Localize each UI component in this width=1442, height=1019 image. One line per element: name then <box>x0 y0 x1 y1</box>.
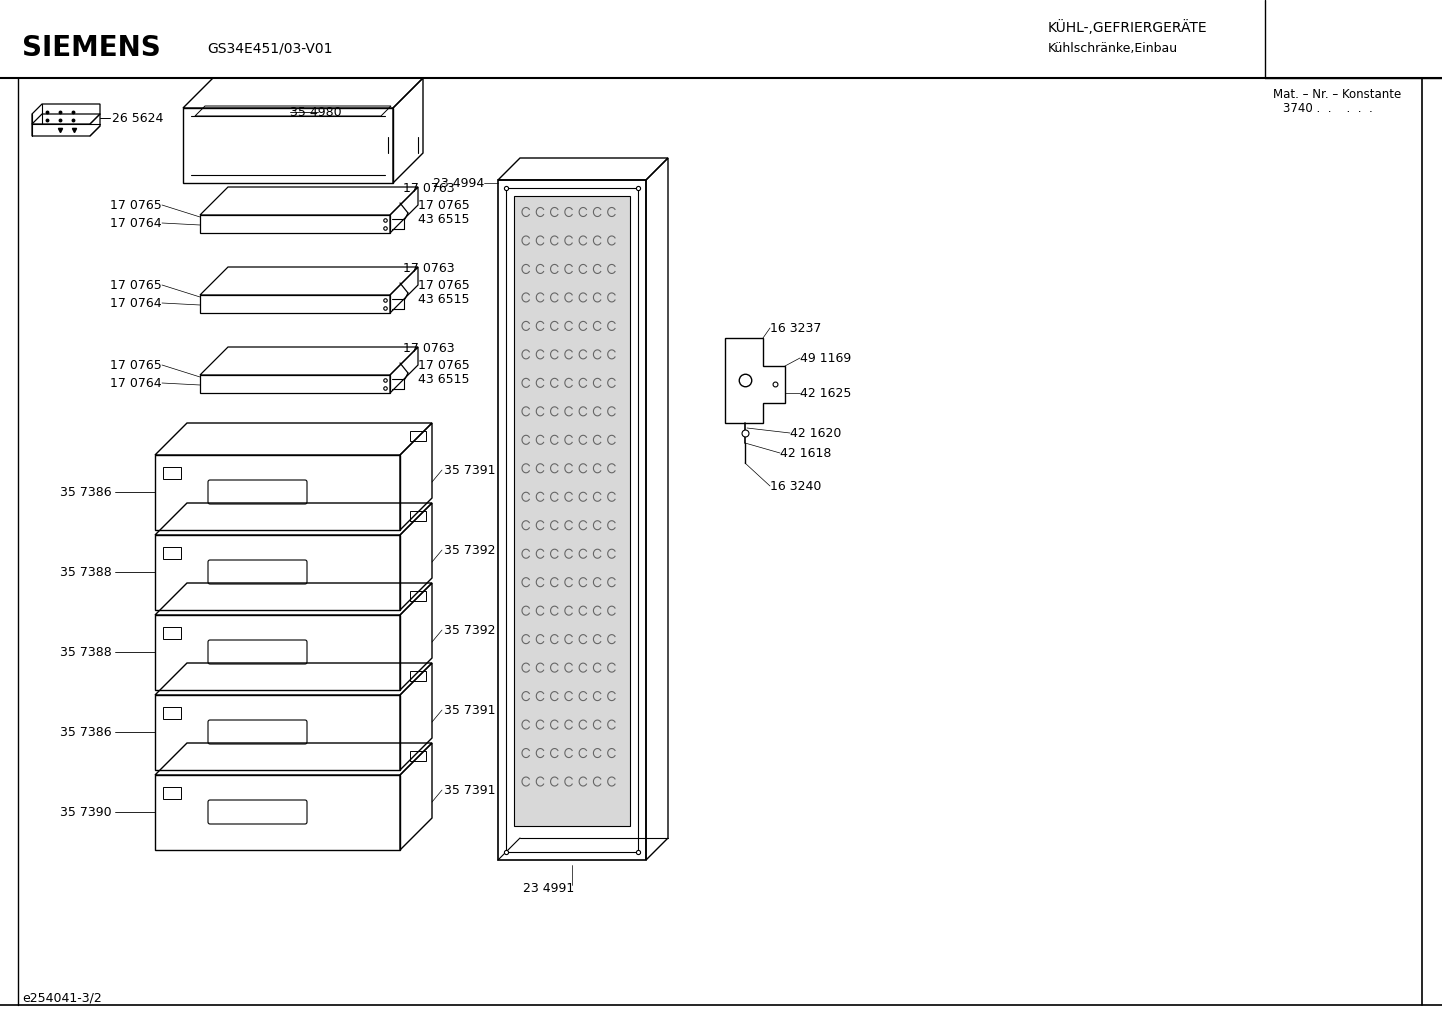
Text: 35 4980: 35 4980 <box>290 106 342 118</box>
Text: 17 0765: 17 0765 <box>418 359 470 372</box>
Text: 35 7388: 35 7388 <box>61 566 111 579</box>
Text: 17 0763: 17 0763 <box>402 262 454 274</box>
Text: 35 7390: 35 7390 <box>61 805 111 818</box>
Text: 17 0765: 17 0765 <box>110 359 162 372</box>
Text: 17 0765: 17 0765 <box>110 199 162 212</box>
Text: 16 3240: 16 3240 <box>770 480 822 492</box>
Text: SIEMENS: SIEMENS <box>22 34 160 62</box>
Text: GS34E451/03-V01: GS34E451/03-V01 <box>208 41 333 55</box>
Text: 35 7392: 35 7392 <box>444 624 496 637</box>
Text: 17 0765: 17 0765 <box>418 199 470 212</box>
Text: 35 7391: 35 7391 <box>444 703 496 716</box>
Text: Mat. – Nr. – Konstante: Mat. – Nr. – Konstante <box>1273 88 1402 101</box>
Text: 17 0763: 17 0763 <box>402 181 454 195</box>
Text: 49 1169: 49 1169 <box>800 352 851 365</box>
Text: 23 4994: 23 4994 <box>433 176 485 190</box>
Text: 42 1625: 42 1625 <box>800 386 851 399</box>
Text: 3740 .  .    .  .  .: 3740 . . . . . <box>1283 102 1373 114</box>
Text: 43 6515: 43 6515 <box>418 292 470 306</box>
Text: Kühlschränke,Einbau: Kühlschränke,Einbau <box>1048 42 1178 54</box>
Text: 35 7392: 35 7392 <box>444 543 496 556</box>
Text: 17 0765: 17 0765 <box>418 278 470 291</box>
Text: 35 7391: 35 7391 <box>444 464 496 477</box>
Text: 35 7388: 35 7388 <box>61 645 111 658</box>
Text: e254041-3/2: e254041-3/2 <box>22 991 102 1005</box>
Text: 17 0763: 17 0763 <box>402 341 454 355</box>
Text: 42 1618: 42 1618 <box>780 446 832 460</box>
Text: 23 4991: 23 4991 <box>523 881 574 895</box>
Text: 43 6515: 43 6515 <box>418 373 470 385</box>
Text: 17 0764: 17 0764 <box>110 297 162 310</box>
Text: 35 7386: 35 7386 <box>61 485 111 498</box>
Text: 43 6515: 43 6515 <box>418 213 470 225</box>
Text: 35 7391: 35 7391 <box>444 784 496 797</box>
Text: 17 0764: 17 0764 <box>110 376 162 389</box>
Bar <box>513 196 630 826</box>
Text: 35 7386: 35 7386 <box>61 726 111 739</box>
Text: KÜHL-,GEFRIERGERÄTE: KÜHL-,GEFRIERGERÄTE <box>1048 20 1207 36</box>
Text: 42 1620: 42 1620 <box>790 427 841 439</box>
Text: 26 5624: 26 5624 <box>112 111 163 124</box>
Text: 17 0764: 17 0764 <box>110 216 162 229</box>
Text: 17 0765: 17 0765 <box>110 278 162 291</box>
Text: 16 3237: 16 3237 <box>770 322 822 334</box>
